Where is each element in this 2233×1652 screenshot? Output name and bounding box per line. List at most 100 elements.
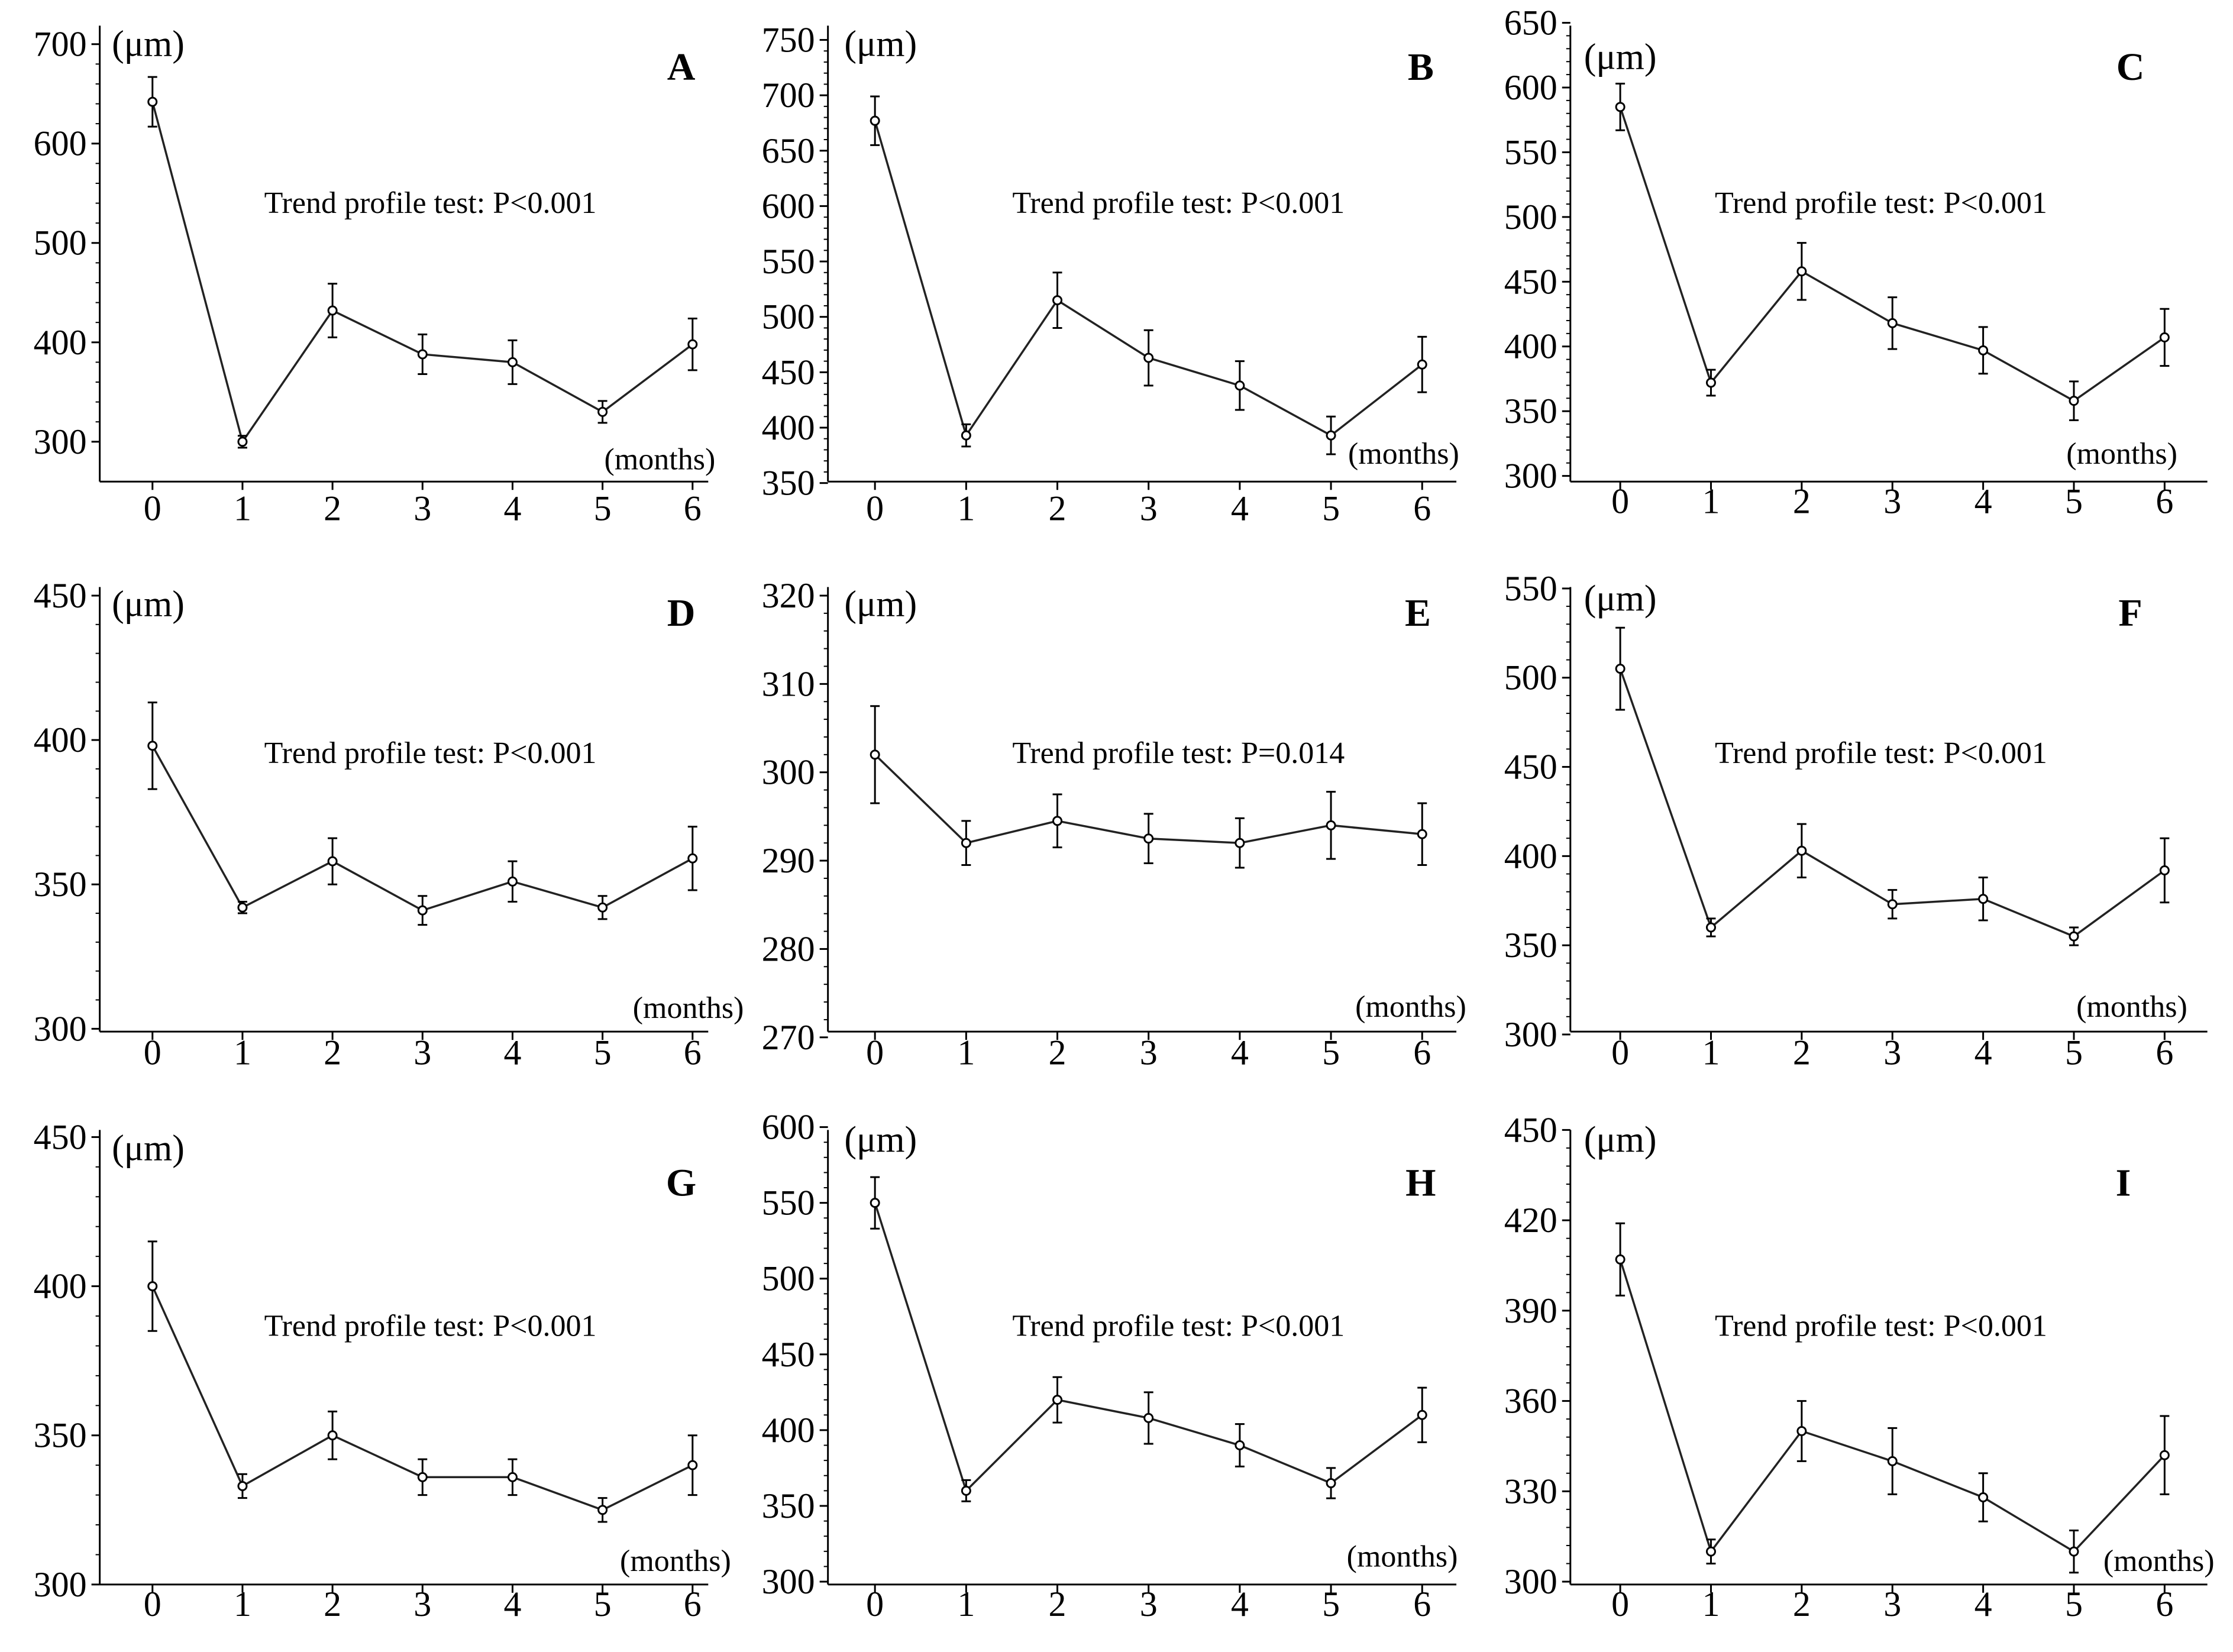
y-tick-label: 350 xyxy=(1504,926,1557,965)
x-tick-label: 4 xyxy=(503,489,521,528)
data-point xyxy=(1052,295,1063,306)
data-point xyxy=(1705,1546,1716,1557)
x-tick-label: 2 xyxy=(1793,481,1811,521)
x-tick-label: 0 xyxy=(144,1033,161,1072)
data-point xyxy=(1705,922,1716,933)
data-point xyxy=(961,838,971,848)
data-point xyxy=(2159,865,2170,875)
data-point xyxy=(1615,1254,1626,1265)
trend-annotation: Trend profile test: P<0.001 xyxy=(1012,186,1345,220)
x-tick-label: 6 xyxy=(2156,1033,2173,1072)
y-tick-label: 300 xyxy=(1504,1562,1557,1601)
x-tick-label: 4 xyxy=(1231,1585,1249,1624)
trend-annotation: Trend profile test: P<0.001 xyxy=(264,186,597,220)
x-tick-label: 4 xyxy=(1231,489,1249,528)
x-tick-label: 5 xyxy=(1322,1585,1340,1624)
x-tick-label: 0 xyxy=(1611,481,1629,521)
x-tick-label: 2 xyxy=(1049,1033,1067,1072)
x-tick-label: 3 xyxy=(1140,489,1158,528)
data-point xyxy=(1417,1409,1427,1420)
x-tick-label: 1 xyxy=(1702,1585,1720,1624)
x-tick-label: 6 xyxy=(684,1033,702,1072)
x-tick-label: 2 xyxy=(324,489,341,528)
x-tick-label: 5 xyxy=(1322,489,1340,528)
panel-h: 300 350 400 450 500 550 600 0 1 2 3 4 5 6 (μm) H Trend p… xyxy=(762,1108,1458,1624)
x-unit-label: (months) xyxy=(1348,437,1459,471)
x-tick-label: 1 xyxy=(957,1585,975,1624)
series-line xyxy=(1619,106,2166,402)
y-tick-label: 300 xyxy=(34,1009,87,1048)
y-unit-label: (μm) xyxy=(1584,578,1657,619)
panel-a: 300 400 500 600 700 0 1 2 3 4 5 6 (μm) A Trend profile… xyxy=(34,24,716,528)
y-unit-label: (μm) xyxy=(844,584,917,624)
y-tick-label: 450 xyxy=(762,353,815,392)
panel-b: 350 400 450 500 550 600 650 700 750 0 1 2 3 4 5 6 (μm) B T… xyxy=(762,20,1459,528)
x-tick-label: 1 xyxy=(1702,1033,1720,1072)
x-tick-label: 0 xyxy=(866,489,884,528)
x-tick-label: 0 xyxy=(866,1585,884,1624)
series-line xyxy=(1619,1259,2166,1554)
x-tick-label: 4 xyxy=(1975,1585,1992,1624)
x-tick-label: 6 xyxy=(684,1585,702,1624)
y-tick-label: 550 xyxy=(762,242,815,281)
x-tick-label: 3 xyxy=(1883,1585,1901,1624)
data-point xyxy=(147,741,158,751)
data-point xyxy=(870,115,880,126)
data-point xyxy=(1235,1440,1245,1451)
panel-letter: H xyxy=(1405,1162,1436,1205)
series-line xyxy=(151,745,693,912)
y-tick-label: 400 xyxy=(34,720,87,759)
data-point xyxy=(597,902,608,913)
data-point xyxy=(597,1505,608,1515)
y-tick-label: 290 xyxy=(762,841,815,880)
panel-letter: C xyxy=(2116,46,2145,89)
y-tick-label: 500 xyxy=(1504,658,1557,697)
x-tick-label: 2 xyxy=(1049,489,1067,528)
x-tick-label: 2 xyxy=(1049,1585,1067,1624)
trend-annotation: Trend profile test: P<0.001 xyxy=(1012,1309,1345,1343)
x-tick-label: 0 xyxy=(866,1033,884,1072)
x-tick-label: 4 xyxy=(503,1033,521,1072)
y-tick-label: 600 xyxy=(1504,68,1557,107)
y-tick-label: 300 xyxy=(1504,1015,1557,1054)
trend-annotation: Trend profile test: P<0.001 xyxy=(1715,736,2047,770)
x-tick-label: 1 xyxy=(234,1585,251,1624)
y-tick-label: 310 xyxy=(762,664,815,703)
x-tick-label: 5 xyxy=(2065,1585,2083,1624)
data-point xyxy=(2069,1546,2079,1557)
data-point xyxy=(2159,332,2170,342)
data-point xyxy=(237,437,248,447)
y-tick-label: 550 xyxy=(762,1184,815,1223)
panel-letter: F xyxy=(2118,591,2142,635)
x-unit-label: (months) xyxy=(2076,990,2187,1024)
data-point xyxy=(1052,1395,1063,1405)
series-line xyxy=(874,120,1423,438)
x-tick-label: 2 xyxy=(1793,1033,1811,1072)
data-point xyxy=(1143,353,1154,363)
y-tick-label: 500 xyxy=(762,1259,815,1298)
x-tick-label: 5 xyxy=(594,489,612,528)
y-tick-label: 400 xyxy=(1504,327,1557,366)
data-point xyxy=(1326,820,1336,830)
data-point xyxy=(507,1472,518,1482)
x-tick-label: 3 xyxy=(413,489,431,528)
y-tick-label: 390 xyxy=(1504,1291,1557,1330)
y-tick-label: 400 xyxy=(762,1411,815,1450)
y-tick-label: 280 xyxy=(762,929,815,968)
y-tick-label: 450 xyxy=(1504,1110,1557,1149)
panel-letter: A xyxy=(667,46,696,89)
y-tick-label: 400 xyxy=(34,1267,87,1306)
data-point xyxy=(1978,894,1989,904)
x-tick-label: 1 xyxy=(957,489,975,528)
data-point xyxy=(327,1430,338,1441)
data-point xyxy=(1143,833,1154,844)
y-tick-label: 320 xyxy=(762,576,815,615)
trend-annotation: Trend profile test: P<0.001 xyxy=(1715,1309,2047,1343)
data-point xyxy=(1887,1456,1898,1466)
x-tick-label: 0 xyxy=(1611,1585,1629,1624)
x-unit-label: (months) xyxy=(2066,437,2177,471)
x-tick-label: 6 xyxy=(2156,1585,2173,1624)
data-point xyxy=(2069,931,2079,942)
y-tick-label: 360 xyxy=(1504,1382,1557,1421)
